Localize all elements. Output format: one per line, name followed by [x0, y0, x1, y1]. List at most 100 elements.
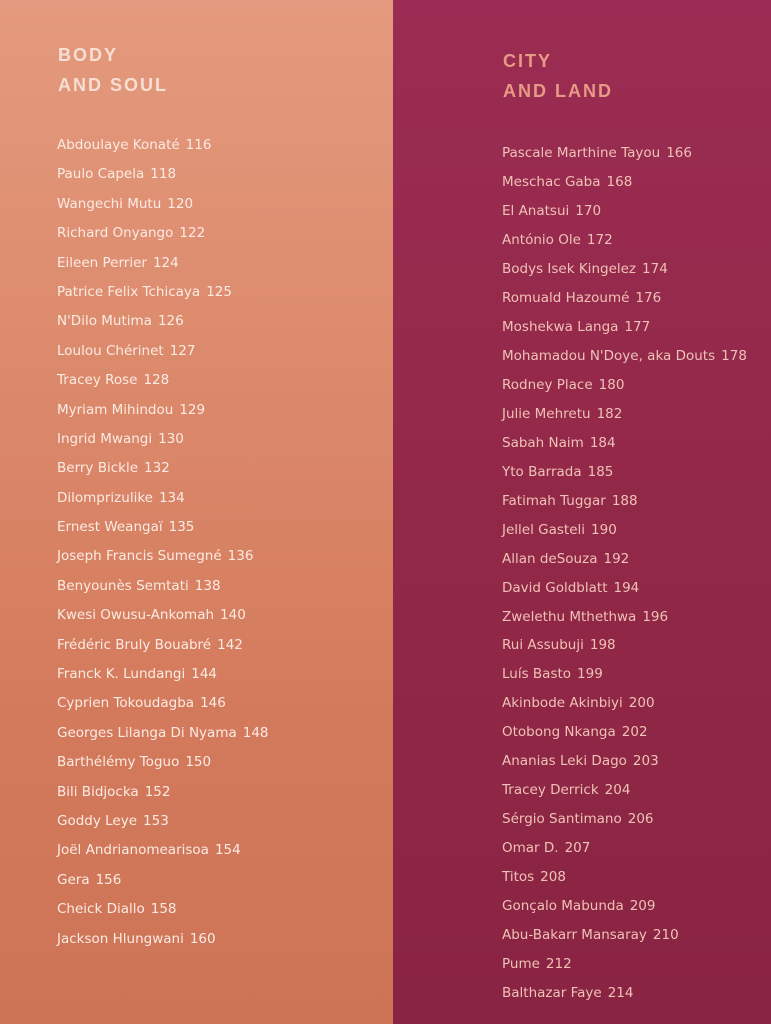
page-number: 209: [629, 898, 656, 915]
index-entry: Pascale Marthine Tayou 166: [502, 143, 747, 172]
page-number: 129: [179, 401, 206, 418]
index-entry: Tracey Rose 128: [57, 370, 269, 399]
artist-name: Goddy Leye: [57, 812, 138, 829]
artist-name: Omar D.: [502, 840, 559, 857]
index-entry: Otobong Nkanga 202: [502, 722, 747, 751]
artist-name: Joseph Francis Sumegné: [57, 548, 222, 565]
artist-name: Cheick Diallo: [57, 901, 145, 918]
index-entry: António Ole 172: [502, 230, 747, 259]
artist-index-list: Abdoulaye Konaté 116 Paulo Capela 118 Wangec…: [57, 135, 269, 958]
index-entry: Julie Mehretu 182: [502, 404, 747, 433]
artist-name: Allan deSouza: [502, 550, 598, 567]
artist-name: Frédéric Bruly Bouabré: [57, 636, 212, 653]
index-entry: Abdoulaye Konaté 116: [57, 135, 269, 164]
page-number: 122: [179, 225, 206, 242]
page-number: 128: [143, 372, 170, 389]
artist-name: Loulou Chérinet: [57, 342, 164, 359]
section-title-body-and-soul: BODY AND SOUL: [58, 40, 168, 100]
index-entry: Franck K. Lundangi 144: [57, 664, 269, 693]
index-entry: Luís Basto 199: [502, 664, 747, 693]
index-entry: Jackson Hlungwani 160: [57, 929, 269, 958]
index-entry: Yto Barrada 185: [502, 462, 747, 491]
page-number: 204: [604, 782, 631, 799]
index-entry: Gera 156: [57, 870, 269, 899]
page-number: 185: [587, 463, 614, 480]
city-and-land-panel: CITY AND LAND Pascale Marthine Tayou 166 M…: [393, 0, 771, 1024]
index-entry: Richard Onyango 122: [57, 223, 269, 252]
page-number: 182: [596, 405, 623, 422]
page-number: 190: [591, 521, 617, 538]
index-entry: Omar D. 207: [502, 838, 747, 867]
page-number: 174: [642, 260, 668, 277]
index-entry: Cheick Diallo 158: [57, 899, 269, 928]
page-number: 206: [627, 811, 654, 828]
artist-name: Benyounès Semtati: [57, 577, 189, 594]
artist-name: Mohamadou N'Doye, aka Douts: [502, 347, 716, 364]
artist-name: Fatimah Tuggar: [502, 492, 606, 509]
page-number: 180: [598, 376, 625, 393]
page-number: 208: [540, 869, 566, 886]
page-number: 176: [635, 289, 662, 306]
artist-name: Sabah Naim: [502, 434, 584, 451]
index-entry: Sabah Naim 184: [502, 433, 747, 462]
page-number: 116: [185, 137, 212, 153]
page-number: 150: [185, 754, 212, 771]
artist-name: Tracey Rose: [57, 372, 138, 389]
artist-name: Yto Barrada: [502, 463, 582, 480]
artist-name: Luís Basto: [502, 666, 572, 683]
section-title-line: AND LAND: [503, 81, 613, 101]
index-entry: Bodys Isek Kingelez 174: [502, 259, 747, 288]
page-number: 200: [628, 695, 655, 712]
artist-name: Ingrid Mwangi: [57, 430, 153, 447]
artist-name: Tracey Derrick: [502, 782, 599, 799]
artist-name: Dilomprizulike: [57, 489, 153, 506]
index-entry: Zwelethu Mthethwa 196: [502, 607, 747, 636]
artist-name: Gera: [57, 871, 90, 888]
section-title-line: CITY: [503, 51, 553, 71]
page-number: 142: [217, 636, 243, 653]
page-number: 153: [143, 812, 169, 829]
index-entry: Akinbode Akinbiyi 200: [502, 693, 747, 722]
page-number: 199: [577, 666, 603, 683]
page-number: 203: [632, 753, 659, 770]
index-entry: Barthélémy Toguo 150: [57, 752, 269, 781]
index-entry: Rui Assubuji 198: [502, 635, 747, 664]
index-entry: N'Dilo Mutima 126: [57, 311, 269, 340]
index-entry: Sérgio Santimano 206: [502, 809, 747, 838]
index-entry: Goddy Leye 153: [57, 811, 269, 840]
index-entry: Fatimah Tuggar 188: [502, 491, 747, 520]
artist-name: Jellel Gasteli: [502, 521, 586, 538]
index-entry: Ernest Weangaï 135: [57, 517, 269, 546]
index-entry: David Goldblatt 194: [502, 578, 747, 607]
artist-name: Bodys Isek Kingelez: [502, 260, 637, 277]
index-entry: Jellel Gasteli 190: [502, 520, 747, 549]
page-number: 166: [666, 145, 692, 161]
artist-name: Abu-Bakarr Mansaray: [502, 927, 647, 944]
index-entry: Moshekwa Langa 177: [502, 317, 747, 346]
artist-name: Balthazar Faye: [502, 985, 602, 1002]
page-number: 127: [169, 342, 196, 359]
artist-name: Sérgio Santimano: [502, 811, 622, 828]
page-number: 135: [168, 519, 195, 536]
artist-name: Romuald Hazoumé: [502, 289, 630, 306]
artist-name: Pascale Marthine Tayou: [502, 145, 661, 161]
body-and-soul-panel: BODY AND SOUL Abdoulaye Konaté 116 Paulo C…: [0, 0, 393, 1024]
artist-name: Zwelethu Mthethwa: [502, 608, 637, 625]
page-number: 212: [545, 956, 572, 973]
artist-name: Cyprien Tokoudagba: [57, 695, 195, 712]
index-entry: Georges Lilanga Di Nyama 148: [57, 723, 269, 752]
index-entry: Meschac Gaba 168: [502, 172, 747, 201]
index-entry: Pume 212: [502, 954, 747, 983]
artist-name: El Anatsui: [502, 202, 570, 219]
artist-name: Kwesi Owusu-Ankomah: [57, 607, 215, 624]
index-entry: Allan deSouza 192: [502, 549, 747, 578]
page-number: 184: [589, 434, 616, 451]
artist-name: David Goldblatt: [502, 579, 608, 596]
page-number: 118: [150, 166, 177, 183]
artist-name: Joël Andrianomearisoa: [57, 842, 209, 859]
index-entry: El Anatsui 170: [502, 201, 747, 230]
index-entry: Titos 208: [502, 867, 747, 896]
index-entry: Ananias Leki Dago 203: [502, 751, 747, 780]
index-entry: Myriam Mihindou 129: [57, 400, 269, 429]
page-number: 130: [158, 430, 184, 447]
